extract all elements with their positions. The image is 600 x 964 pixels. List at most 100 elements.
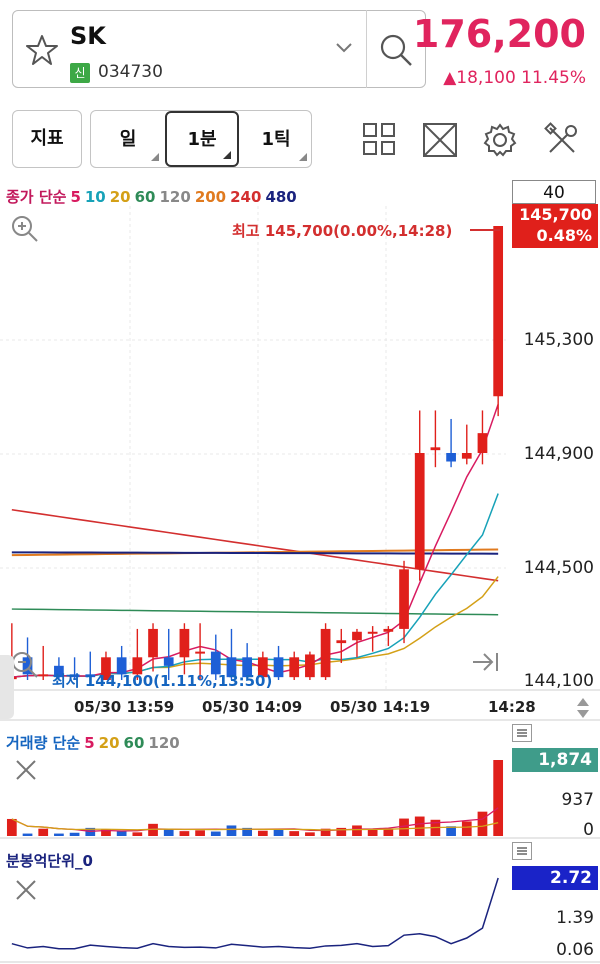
volume-bar [38,828,49,836]
candle-body [446,453,456,462]
period-day-tab[interactable]: 일 [91,111,165,167]
candle-body [477,433,488,453]
period-1tick-tab[interactable]: 1틱 [239,111,313,167]
volume-bar [242,827,253,836]
search-icon[interactable] [378,32,414,72]
candle-body [163,657,174,666]
search-divider [366,10,367,88]
period-1min-tab[interactable]: 1분 [165,111,239,167]
legend-item: 10 [84,188,106,206]
amount-line [11,877,499,950]
y-tick-144900: 144,900 [523,444,594,464]
fullscreen-icon[interactable] [422,122,458,162]
stock-code: 034730 [98,62,163,82]
ma-5-line [11,403,499,678]
volume-bar [461,821,472,836]
scroll-to-latest-icon[interactable] [470,650,500,678]
indicator-button[interactable]: 지표 [12,110,82,168]
favorite-star-icon[interactable] [26,34,58,66]
amount-chart-legend[interactable]: 분봉억단위_0 [6,852,93,870]
volume-tick-937: 937 [561,790,594,810]
candle-body [352,631,362,641]
grid-layout-icon[interactable] [362,122,396,160]
price-chart-legend[interactable]: 종가 단순 5 10 20 60 120 200 240 480 [6,186,301,207]
volume-bar [179,831,190,836]
candle-body [273,657,284,678]
candle-body [305,654,315,678]
volume-close-icon[interactable] [14,758,38,786]
volume-bar [399,818,409,836]
volume-bar [22,833,33,836]
volume-bar [367,829,378,836]
ma-60-line [11,608,499,616]
legend-item: 60 [134,188,156,206]
price-change: ▲18,100 11.45% [443,68,586,88]
volume-bar [477,811,488,836]
candle-count-box[interactable]: 40 [512,180,596,204]
volume-bar [226,825,237,836]
candle-body [132,657,143,675]
candle-body [38,674,49,677]
high-price-arrow [470,229,500,231]
period-1tick-label: 1틱 [261,129,291,150]
volume-bar [116,831,127,836]
candle-body [430,447,441,451]
candle-body [336,640,347,644]
volume-bar [132,832,143,836]
current-price-tag-value: 145,700 [519,205,592,224]
legend-item: 120 [148,734,180,752]
candle-body [226,657,237,678]
y-tick-144500: 144,500 [523,558,594,578]
tools-icon[interactable] [544,122,580,162]
ma-480-line [11,551,499,555]
volume-bar [257,830,268,836]
candle-body [69,674,80,678]
indicator-button-label: 지표 [30,128,64,149]
legend-item: 거래량 단순 [6,734,81,752]
amount-current-value: 2.72 [550,868,592,888]
volume-bar [336,827,347,836]
period-1min-label: 1분 [187,129,217,150]
candle-body [85,674,96,678]
candle-body [210,651,221,675]
amount-current-tag: 2.72 [512,866,598,890]
volume-bar [101,829,111,836]
left-panel-handle[interactable] [0,655,14,719]
volume-bar [273,829,284,836]
volume-bar [54,833,64,836]
candle-body [116,657,127,675]
candle-body [320,628,331,678]
stock-search-box[interactable] [12,10,426,88]
legend-item: 종가 단순 [6,188,67,206]
candle-body [179,628,190,658]
volume-ma-20-line [11,818,499,831]
candle-body [54,665,64,678]
volume-menu-icon[interactable] [512,724,532,742]
volume-chart-legend[interactable]: 거래량 단순 5 20 60 120 [6,732,184,753]
legend-item: 60 [123,734,145,752]
volume-bar [210,831,221,836]
candle-body [383,628,394,632]
y-tick-145300: 145,300 [523,330,594,350]
amount-close-icon[interactable] [14,878,38,906]
zoom-out-icon[interactable] [10,650,40,684]
candle-body [493,226,504,397]
settings-gear-icon[interactable] [482,122,518,162]
y-tick-144100: 144,100 [523,671,594,691]
dropdown-chevron-icon[interactable] [334,40,354,59]
stock-name: SK [70,22,106,50]
volume-bar [446,826,456,836]
candle-body [257,657,268,678]
current-price-tag: 145,700 0.48% [512,204,598,248]
volume-bar [493,760,504,836]
zoom-in-icon[interactable] [10,214,40,248]
amount-tick-006: 0.06 [556,940,594,960]
current-price-tag-pct: 0.48% [536,226,592,245]
new-listing-badge: 신 [70,63,90,83]
amount-menu-icon[interactable] [512,842,532,860]
period-day-label: 일 [119,129,137,150]
current-price: 176,200 [412,12,586,56]
chart-canvas[interactable] [0,200,600,964]
x-tick-1428: 14:28 [488,698,536,716]
axis-resize-icon[interactable] [576,696,590,724]
